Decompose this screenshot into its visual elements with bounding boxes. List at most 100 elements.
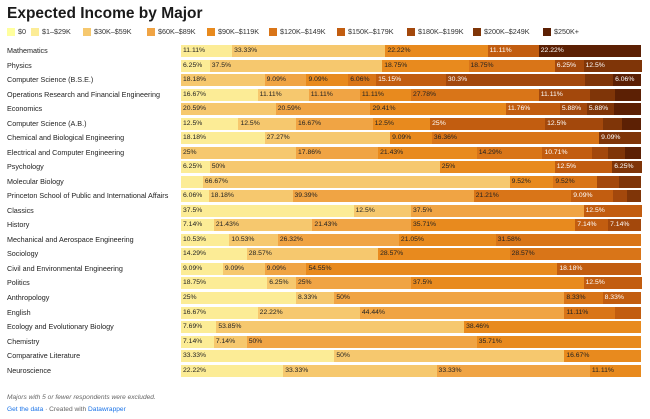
bar-segment-9-7 bbox=[597, 175, 620, 188]
data-label-14-4: 28.57% bbox=[380, 250, 404, 258]
data-label-15-4: 54.55% bbox=[308, 264, 332, 272]
legend-swatch-2 bbox=[83, 27, 91, 36]
row-label-22: Neuroscience bbox=[7, 365, 51, 375]
bar-segment-7-9 bbox=[624, 146, 642, 159]
bar-segment-4-8 bbox=[586, 103, 615, 116]
data-label-6-2: 27.27% bbox=[266, 134, 290, 142]
bar-segment-1-2 bbox=[209, 59, 383, 72]
data-label-9-4: 9.52% bbox=[511, 177, 531, 185]
legend-label-4: $90K–$119K bbox=[218, 27, 260, 36]
row-label-6: Chemical and Biological Engineering bbox=[7, 133, 125, 143]
bar-segment-13-1 bbox=[181, 233, 230, 246]
data-label-8-6: 12.5% bbox=[556, 163, 577, 171]
bar-segment-9-8 bbox=[619, 175, 642, 188]
bar-segment-10-1 bbox=[181, 190, 210, 203]
data-label-1-7: 6.25% bbox=[556, 61, 577, 69]
bar-segment-13-2 bbox=[229, 233, 279, 246]
data-label-17-3: 50% bbox=[336, 294, 350, 301]
bar-segment-8-4 bbox=[439, 161, 556, 174]
bar-row-7: 25% 17.86% 21.43% 14.29% 10.71% bbox=[181, 146, 642, 159]
data-label-14-1: 14.29% bbox=[183, 250, 207, 258]
row-label-1: Physics bbox=[7, 60, 32, 70]
data-label-15-1: 9.09% bbox=[183, 264, 203, 272]
bar-segment-12-7 bbox=[608, 219, 642, 232]
bar-segment-5-3 bbox=[295, 117, 374, 130]
legend-swatch-0 bbox=[7, 27, 15, 36]
data-label-10-5: 21.21% bbox=[475, 192, 499, 200]
bar-segment-15-1 bbox=[181, 262, 224, 275]
bar-segment-21-2 bbox=[334, 350, 565, 363]
row-label-5: Computer Science (A.B.) bbox=[7, 118, 87, 128]
data-label-1-8: 12.5% bbox=[585, 61, 605, 69]
bar-segment-10-8 bbox=[627, 190, 642, 203]
data-label-2-2: 18.18% bbox=[183, 76, 207, 84]
legend-item-0: $0 bbox=[7, 27, 26, 36]
data-label-10-3: 39.39% bbox=[294, 192, 318, 200]
bar-segment-17-2 bbox=[296, 292, 335, 304]
bar-segment-17-5 bbox=[564, 292, 604, 304]
data-label-11-3: 37.5% bbox=[413, 206, 433, 214]
bar-segment-6-5 bbox=[431, 132, 600, 145]
bar-row-8: 6.25% 50% 25% 12.5% 6.25% bbox=[181, 161, 642, 174]
row-label-7: Electrical and Computer Engineering bbox=[7, 147, 125, 157]
legend-swatch-3 bbox=[147, 27, 155, 36]
data-label-12-6: 7.14% bbox=[577, 221, 597, 229]
bar-segment-20-1 bbox=[181, 335, 215, 348]
bar-segment-7-2 bbox=[181, 146, 297, 159]
bar-segment-4-4 bbox=[370, 103, 507, 116]
data-label-8-1: 6.25% bbox=[183, 163, 203, 171]
data-label-17-5: 8.33% bbox=[566, 294, 586, 301]
datawrapper-link[interactable]: Datawrapper bbox=[88, 406, 126, 413]
bar-segment-18-6 bbox=[615, 306, 642, 319]
bar-row-15: 9.09% 9.09% 9.09% 54.55% 18.18% bbox=[181, 262, 642, 275]
bar-segment-7-8 bbox=[608, 146, 626, 159]
data-label-5-4: 12.5% bbox=[374, 119, 394, 127]
legend-swatch-6 bbox=[337, 27, 345, 36]
data-label-22-1: 22.22% bbox=[183, 366, 207, 374]
data-label-11-6: 12.5% bbox=[585, 206, 605, 214]
bar-segment-11-3 bbox=[411, 204, 584, 217]
legend-item-7: $180K–$199K bbox=[407, 27, 464, 36]
bar-row-11: 37.5% 12.5% 37.5% 12.5% bbox=[181, 204, 642, 217]
bar-segment-15-3 bbox=[264, 262, 307, 275]
bar-segment-10-5 bbox=[473, 190, 572, 203]
data-label-20-3: 50% bbox=[248, 337, 263, 345]
bar-segment-22-2 bbox=[283, 364, 438, 377]
data-label-7-4: 21.43% bbox=[380, 148, 404, 156]
bar-segment-12-1 bbox=[181, 219, 215, 232]
bar-segment-3-5 bbox=[410, 88, 540, 101]
chart-title: Expected Income by Major bbox=[7, 5, 203, 22]
bar-segment-10-2 bbox=[208, 190, 293, 203]
bar-segment-7-6 bbox=[542, 146, 593, 159]
bar-segment-4-6 bbox=[505, 103, 561, 116]
row-label-0: Mathematics bbox=[7, 46, 48, 55]
data-label-4-8: 5.88% bbox=[588, 105, 609, 113]
bar-row-17: 25% 8.33% 50% 8.33% 8.33% bbox=[181, 292, 642, 304]
legend-item-6: $150K–$179K bbox=[337, 27, 394, 36]
data-label-17-1: 25% bbox=[183, 294, 197, 301]
data-label-0-4: 22.22% bbox=[387, 47, 411, 54]
bar-segment-4-3 bbox=[275, 103, 371, 116]
row-label-15: Civil and Environmental Engineering bbox=[7, 263, 123, 273]
data-label-3-3: 11.11% bbox=[310, 90, 333, 98]
data-label-9-2: 66.67% bbox=[204, 177, 228, 185]
legend-item-2: $30K–$59K bbox=[83, 27, 132, 36]
data-label-14-5: 28.57% bbox=[511, 250, 535, 258]
data-label-2-9: 6.06% bbox=[615, 76, 635, 84]
bar-segment-6-8 bbox=[599, 132, 642, 145]
data-label-21-1: 33.33% bbox=[183, 352, 207, 360]
legend-item-4: $90K–$119K bbox=[207, 27, 259, 36]
bar-segment-18-2 bbox=[257, 306, 361, 319]
bar-segment-9-4 bbox=[509, 175, 554, 188]
data-label-12-2: 21.43% bbox=[215, 221, 239, 229]
row-label-18: English bbox=[7, 307, 31, 317]
bar-row-6: 18.18% 27.27% 9.09% 36.36% 9.09% bbox=[181, 132, 642, 145]
data-label-8-4: 25% bbox=[441, 163, 456, 171]
data-label-2-5: 6.06% bbox=[350, 76, 370, 84]
data-label-2-6: 15.15% bbox=[378, 76, 402, 84]
footnote: Majors with 5 or fewer respondents were … bbox=[7, 394, 156, 401]
data-label-6-5: 36.36% bbox=[433, 134, 457, 142]
data-label-13-2: 10.53% bbox=[231, 235, 255, 243]
get-data-link[interactable]: Get the data bbox=[7, 406, 44, 413]
data-label-4-3: 20.59% bbox=[277, 105, 301, 113]
